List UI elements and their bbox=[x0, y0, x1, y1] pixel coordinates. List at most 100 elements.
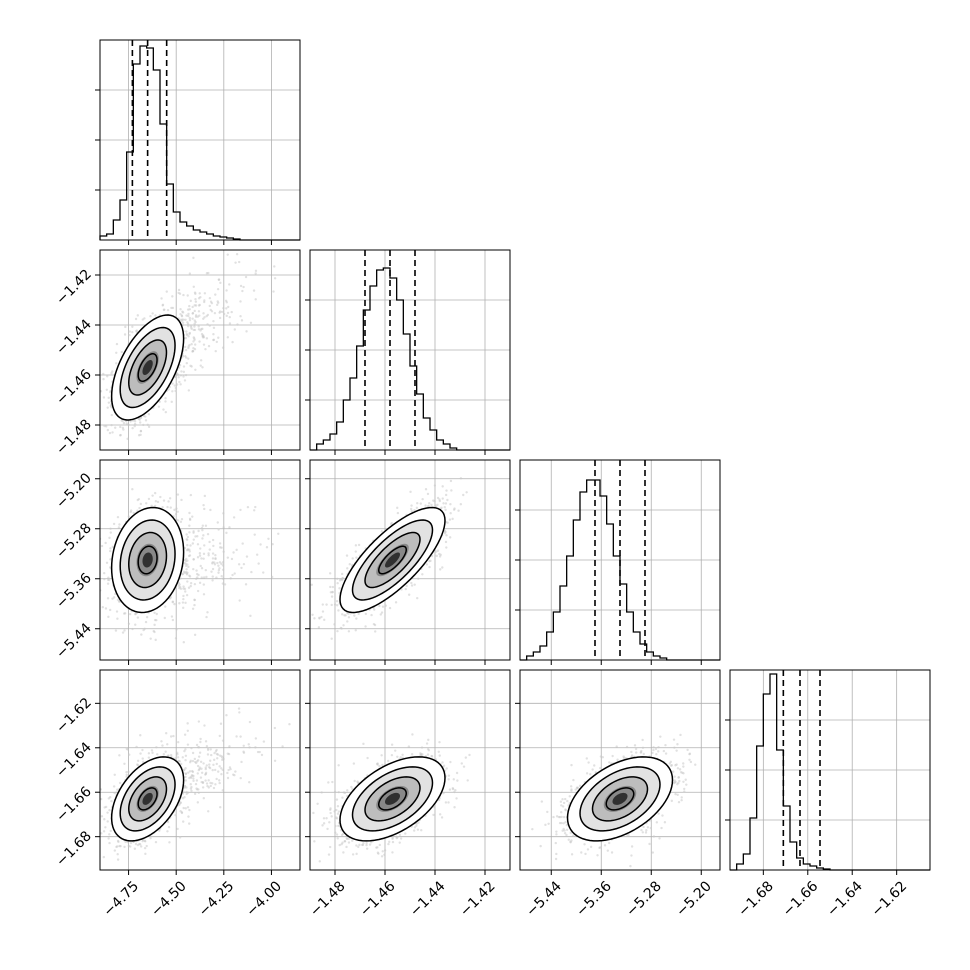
sample-point bbox=[134, 612, 138, 615]
sample-point bbox=[112, 522, 116, 526]
sample-point bbox=[188, 308, 191, 311]
sample-point bbox=[115, 342, 119, 346]
sample-point bbox=[150, 504, 153, 507]
sample-point bbox=[116, 598, 120, 601]
sample-point bbox=[188, 531, 191, 534]
sample-point bbox=[193, 603, 196, 607]
sample-point bbox=[214, 553, 217, 557]
sample-point bbox=[196, 315, 199, 318]
sample-point bbox=[208, 324, 211, 327]
sample-point bbox=[197, 325, 200, 328]
sample-point bbox=[250, 570, 253, 574]
contour-line-0 bbox=[110, 314, 185, 421]
sample-point bbox=[212, 319, 215, 323]
sample-point bbox=[142, 423, 145, 427]
sample-point bbox=[122, 421, 126, 425]
sample-point bbox=[139, 502, 143, 506]
sample-point bbox=[194, 368, 197, 371]
sample-point bbox=[384, 604, 388, 607]
sample-point bbox=[338, 579, 342, 582]
contour-line-0 bbox=[110, 506, 185, 614]
sample-point bbox=[106, 428, 110, 432]
sample-point bbox=[202, 312, 205, 315]
sample-point bbox=[204, 347, 207, 351]
sample-point bbox=[239, 315, 242, 318]
sample-point bbox=[185, 593, 189, 597]
sample-point bbox=[444, 502, 448, 505]
sample-point bbox=[147, 497, 151, 501]
sample-point bbox=[205, 615, 208, 619]
sample-point bbox=[110, 423, 113, 427]
sample-point bbox=[153, 504, 157, 508]
sample-point bbox=[240, 566, 243, 570]
sample-point bbox=[317, 626, 321, 629]
sample-point bbox=[212, 332, 215, 336]
sample-point bbox=[410, 584, 414, 587]
sample-point bbox=[207, 554, 210, 557]
sample-point bbox=[273, 277, 277, 280]
sample-point bbox=[182, 365, 186, 368]
sample-point bbox=[218, 542, 222, 545]
sample-point bbox=[175, 628, 178, 631]
sample-point bbox=[185, 557, 188, 561]
sample-point bbox=[404, 587, 407, 591]
sample-point bbox=[182, 594, 185, 598]
sample-point bbox=[226, 556, 230, 559]
sample-point bbox=[419, 502, 422, 505]
sample-point bbox=[192, 285, 195, 288]
sample-point bbox=[214, 349, 217, 353]
sample-point bbox=[215, 576, 218, 579]
sample-point bbox=[450, 489, 453, 492]
sample-point bbox=[206, 532, 210, 536]
sample-point bbox=[445, 534, 448, 537]
sample-point bbox=[205, 575, 208, 579]
sample-point bbox=[389, 522, 393, 526]
sample-point bbox=[436, 549, 440, 552]
sample-point bbox=[336, 582, 339, 585]
sample-point bbox=[179, 383, 182, 386]
sample-point bbox=[347, 630, 351, 633]
sample-point bbox=[151, 312, 154, 315]
sample-point bbox=[107, 396, 110, 400]
sample-point bbox=[335, 600, 339, 603]
density-fill-4 bbox=[385, 552, 400, 568]
sample-point bbox=[111, 431, 114, 434]
sample-point bbox=[193, 633, 197, 637]
sample-point bbox=[193, 328, 197, 332]
sample-point bbox=[116, 515, 120, 519]
sample-point bbox=[100, 544, 104, 548]
sample-point bbox=[97, 522, 99, 524]
sample-point bbox=[179, 520, 183, 524]
contour-line-1 bbox=[119, 326, 176, 409]
sample-point bbox=[156, 500, 160, 504]
sample-point bbox=[428, 560, 431, 563]
sample-point bbox=[185, 573, 189, 576]
sample-point bbox=[221, 568, 225, 571]
sample-point bbox=[354, 544, 358, 547]
sample-point bbox=[109, 558, 112, 561]
sample-point bbox=[328, 572, 332, 575]
sample-point bbox=[311, 613, 314, 616]
sample-point bbox=[197, 297, 201, 300]
sample-point bbox=[193, 325, 196, 328]
sample-point bbox=[149, 637, 152, 640]
sample-point bbox=[357, 543, 361, 547]
sample-point bbox=[201, 336, 205, 339]
sample-point bbox=[128, 333, 131, 337]
sample-point bbox=[209, 300, 213, 303]
sample-point bbox=[187, 548, 190, 552]
sample-point bbox=[340, 572, 344, 576]
sample-point bbox=[190, 327, 193, 330]
sample-point bbox=[451, 517, 454, 521]
sample-point bbox=[161, 505, 164, 509]
sample-point bbox=[173, 508, 176, 512]
sample-point bbox=[108, 608, 112, 612]
sample-point bbox=[426, 492, 430, 496]
sample-point bbox=[127, 423, 130, 427]
sample-point bbox=[185, 568, 188, 571]
sample-point bbox=[219, 806, 222, 809]
sample-point bbox=[147, 425, 151, 429]
sample-point bbox=[176, 510, 179, 513]
sample-point bbox=[230, 310, 233, 314]
sample-point bbox=[199, 329, 202, 332]
